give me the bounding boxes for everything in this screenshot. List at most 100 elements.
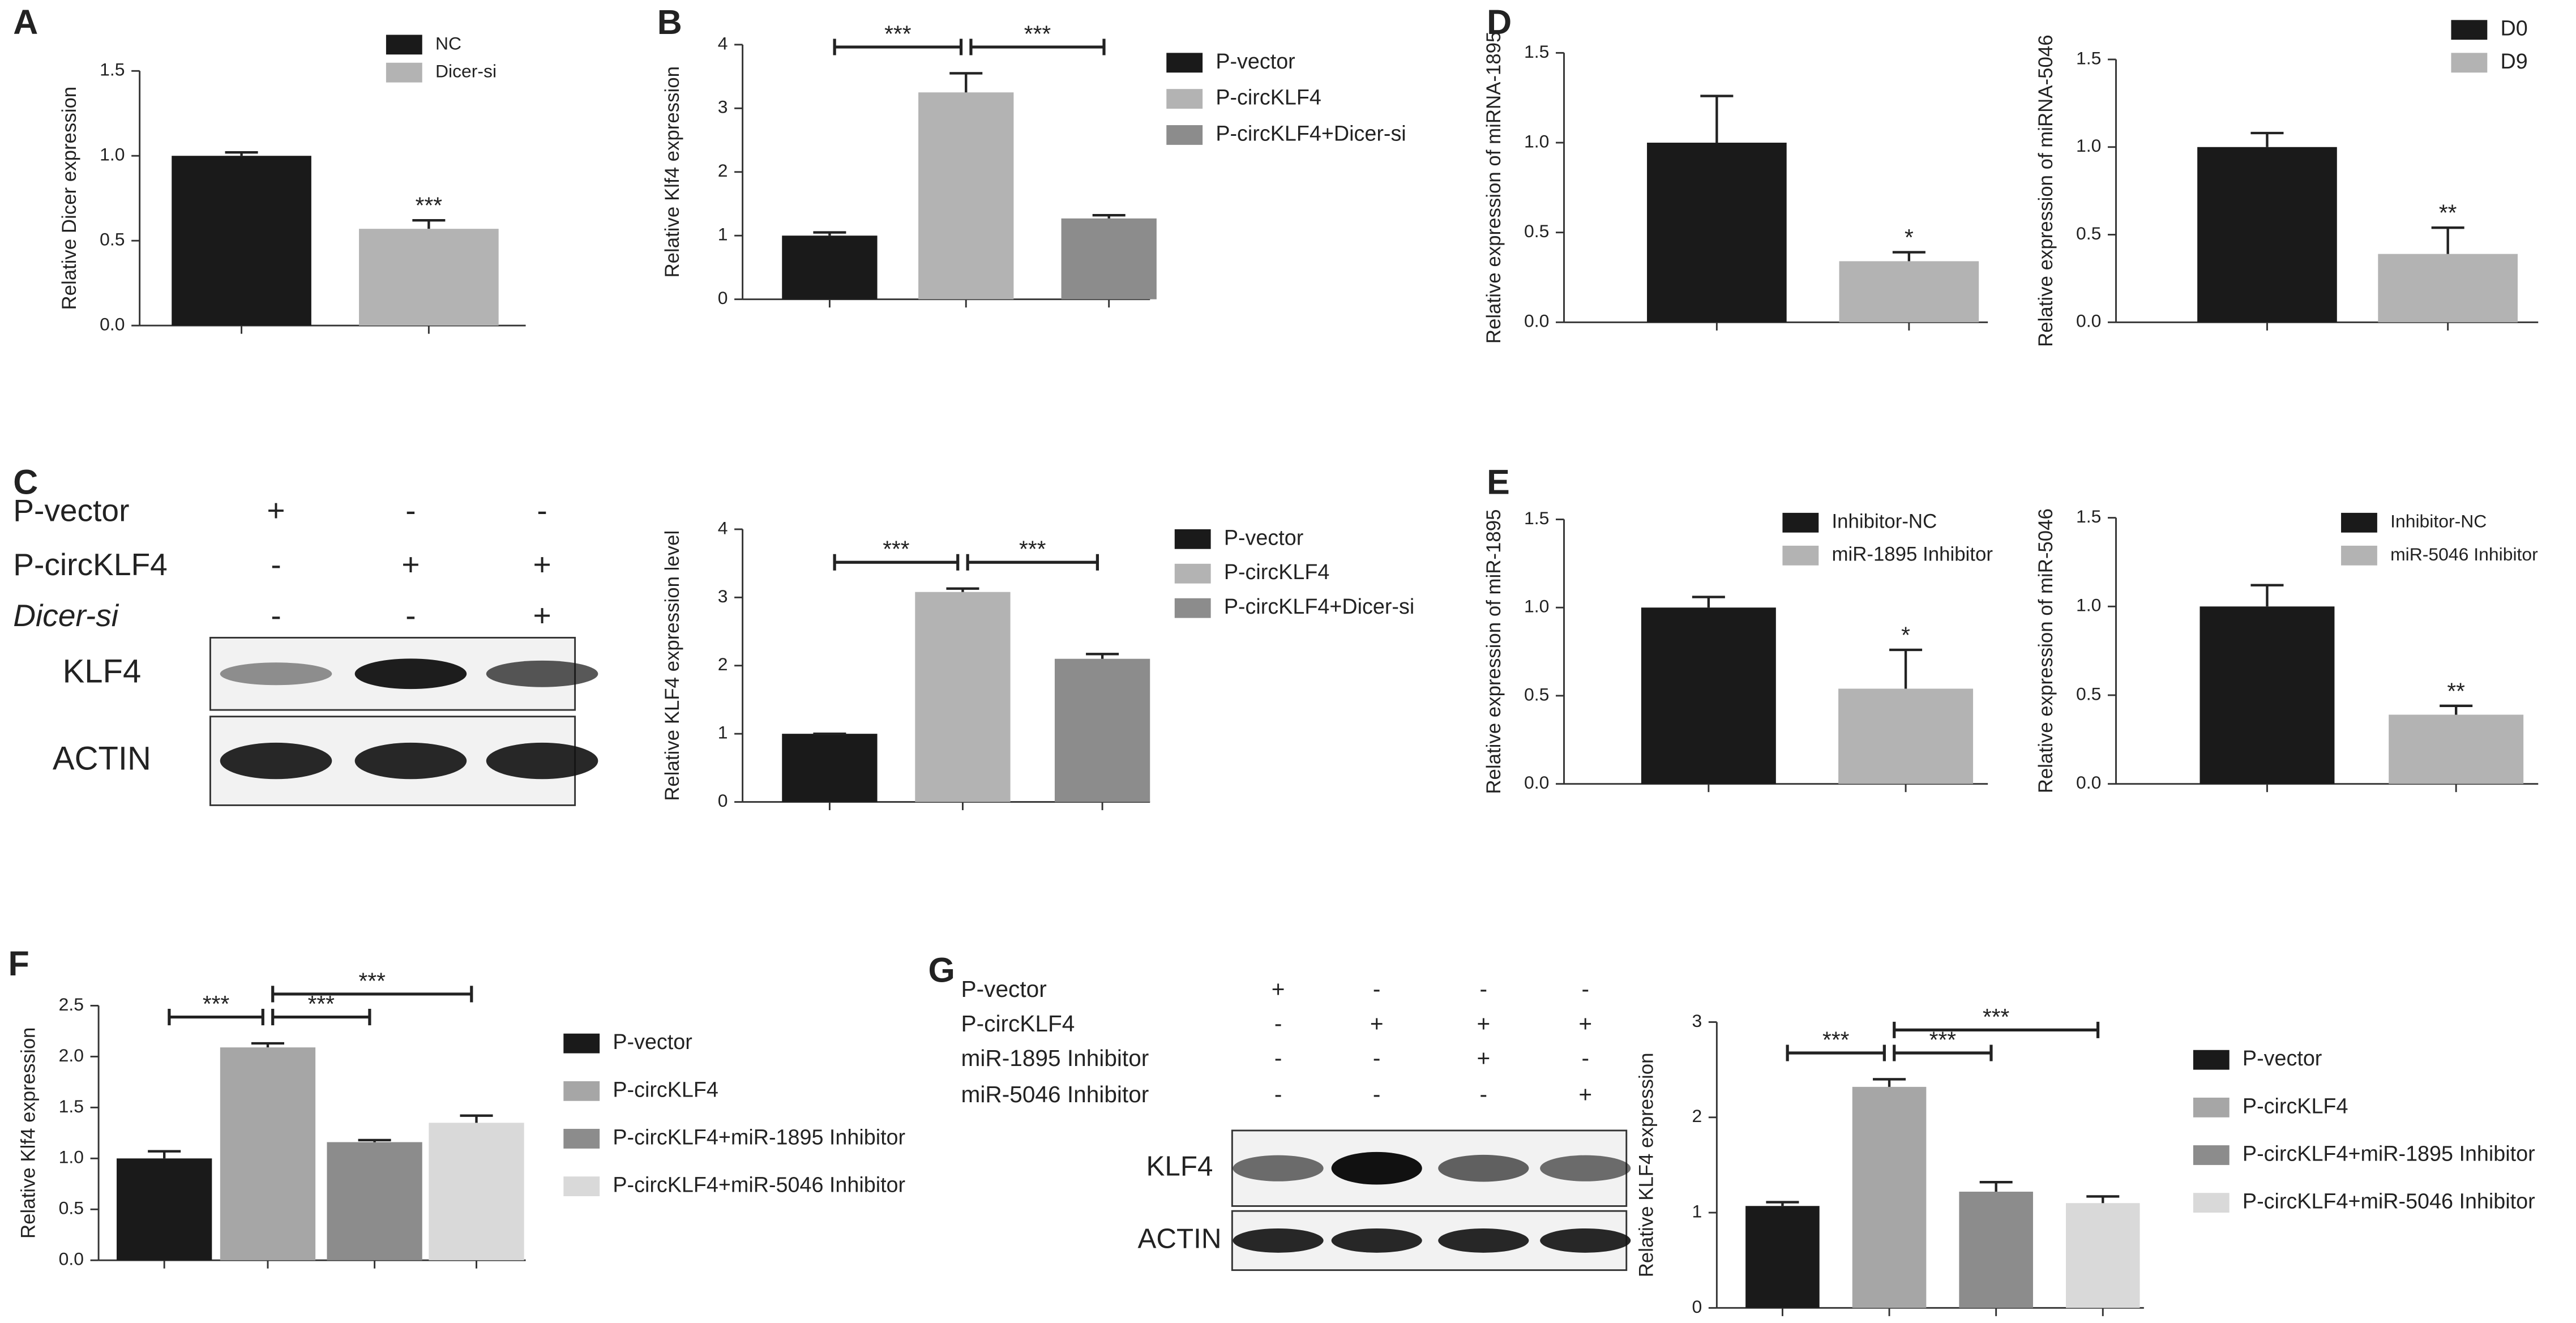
y-tick-label: 1 — [718, 722, 728, 743]
blot-band — [1331, 1151, 1422, 1185]
bar — [220, 1047, 316, 1261]
legend-label: miR-5046 Inhibitor — [2390, 544, 2538, 564]
y-tick-label: 1.5 — [1524, 41, 1549, 62]
significance: *** — [1019, 536, 1046, 562]
treatment-sign: + — [1578, 1011, 1592, 1037]
significance: *** — [884, 20, 912, 46]
significance-bracket — [271, 986, 473, 1003]
y-tick-label: 3 — [718, 586, 728, 606]
error-bar — [412, 219, 446, 229]
significance: *** — [1024, 20, 1051, 46]
blot-band — [1438, 1154, 1529, 1182]
blot-band — [1438, 1228, 1529, 1253]
bar — [2197, 147, 2337, 323]
y-tick-label: 3 — [1692, 1011, 1702, 1031]
legend-label: P-circKLF4+miR-1895 Inhibitor — [2243, 1141, 2535, 1165]
treatment-sign: - — [271, 598, 281, 633]
significance: * — [1901, 622, 1910, 648]
error-bar — [813, 231, 846, 236]
significance-bracket — [1786, 1044, 1886, 1061]
legend-swatch — [2193, 1193, 2230, 1213]
bar — [1061, 218, 1157, 299]
treatment-label: P-circKLF4 — [961, 1011, 1075, 1037]
legend-swatch — [1166, 53, 1203, 73]
error-bar — [2440, 704, 2473, 715]
legend-swatch — [2193, 1097, 2230, 1118]
legend-label: P-circKLF4+miR-1895 Inhibitor — [613, 1125, 905, 1149]
treatment-sign: + — [401, 547, 420, 582]
treatment-label: P-circKLF4 — [13, 547, 168, 582]
y-tick-label: 0.5 — [1524, 221, 1549, 241]
y-tick-label: 2 — [1692, 1106, 1702, 1126]
bar — [782, 734, 878, 802]
bar — [172, 156, 311, 326]
significance: *** — [203, 991, 230, 1017]
treatment-sign: + — [1370, 1011, 1384, 1037]
y-tick-label: 1.0 — [1524, 131, 1549, 151]
legend-label: P-circKLF4+miR-5046 Inhibitor — [613, 1173, 905, 1197]
legend-swatch — [2193, 1050, 2230, 1070]
significance: *** — [1822, 1026, 1850, 1052]
y-axis-label: Relative expression of miR-1895 — [1483, 509, 1505, 794]
legend-swatch — [563, 1176, 600, 1197]
y-tick-label: 2 — [718, 160, 728, 181]
error-bar — [148, 1150, 181, 1159]
y-axis-label: Relative KLF4 expression level — [661, 530, 683, 801]
bar — [1852, 1086, 1927, 1308]
treatment-sign: - — [1274, 1011, 1282, 1037]
significance-bracket — [833, 38, 963, 55]
panel-label: A — [13, 3, 38, 41]
y-tick-label: 1.0 — [59, 1147, 84, 1167]
blot-band — [1233, 1155, 1324, 1181]
treatment-sign: + — [1477, 1045, 1490, 1071]
significance-bracket — [833, 554, 960, 571]
y-tick-label: 0.5 — [2076, 683, 2101, 704]
y-tick-label: 0 — [718, 288, 728, 308]
treatment-sign: - — [271, 547, 281, 582]
y-tick-label: 1.5 — [1524, 508, 1549, 528]
y-tick-label: 0.0 — [100, 314, 125, 335]
significance: *** — [883, 536, 910, 562]
error-bar — [1873, 1078, 1906, 1087]
y-tick-label: 3 — [718, 97, 728, 117]
bar — [327, 1142, 422, 1261]
legend-label: P-circKLF4 — [613, 1077, 718, 1101]
legend-label: P-circKLF4 — [2243, 1094, 2348, 1118]
error-bar — [1892, 251, 1925, 262]
error-bar — [1979, 1181, 2013, 1192]
significance: ** — [2447, 678, 2465, 704]
legend-label: NC — [435, 33, 461, 53]
bar — [782, 236, 878, 299]
significance: *** — [416, 192, 443, 219]
blot-band — [1540, 1228, 1631, 1253]
y-tick-label: 1.0 — [2076, 135, 2101, 156]
treatment-sign: - — [1274, 1081, 1282, 1107]
y-tick-label: 0.0 — [2076, 311, 2101, 331]
error-bar — [2250, 584, 2284, 607]
bar — [2378, 254, 2518, 323]
panel-label: B — [657, 3, 682, 41]
legend-swatch — [2451, 20, 2488, 40]
legend-label: miR-1895 Inhibitor — [1832, 543, 1993, 566]
legend-label: P-circKLF4+Dicer-si — [1216, 121, 1406, 145]
blot-band — [1540, 1155, 1631, 1181]
bar — [117, 1158, 212, 1261]
error-bar — [251, 1042, 285, 1048]
blot-band — [486, 742, 598, 780]
y-tick-label: 1.5 — [2076, 48, 2101, 68]
bar — [2389, 714, 2524, 784]
treatment-sign: + — [267, 493, 285, 528]
y-tick-label: 2.0 — [59, 1045, 84, 1065]
legend-label: D9 — [2501, 49, 2528, 73]
y-tick-label: 2 — [718, 654, 728, 674]
legend-swatch — [386, 35, 422, 55]
band-label: KLF4 — [63, 653, 142, 690]
blot-band — [486, 660, 598, 687]
legend-label: Inhibitor-NC — [1832, 511, 1937, 533]
y-tick-label: 0.5 — [100, 229, 125, 250]
error-bar — [225, 151, 258, 156]
y-axis-label: Relative expression of miRNA-5046 — [2035, 35, 2057, 346]
y-tick-label: 0.0 — [2076, 772, 2101, 793]
panel-label: C — [13, 463, 38, 502]
legend-label: Dicer-si — [435, 61, 497, 82]
